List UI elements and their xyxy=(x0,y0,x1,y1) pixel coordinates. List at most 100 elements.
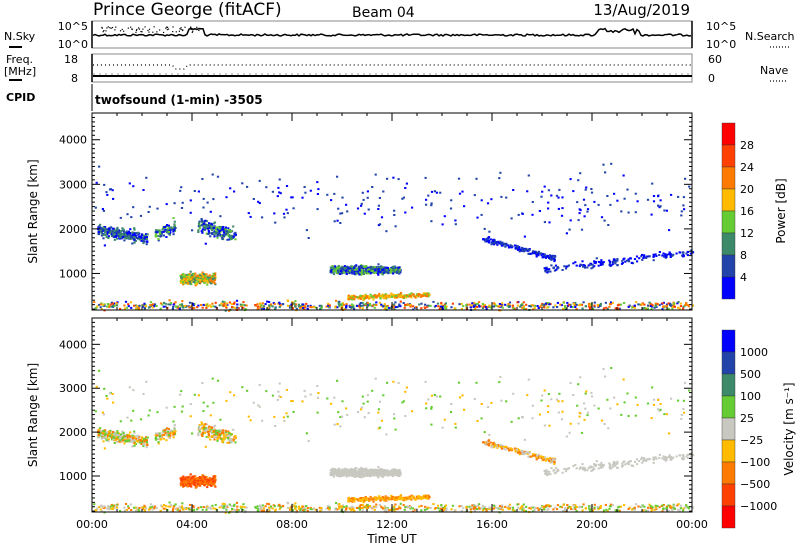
echo-point xyxy=(170,228,173,231)
echo-point xyxy=(211,275,214,278)
echo-point xyxy=(240,305,243,308)
echo-point xyxy=(207,230,211,233)
echo-point xyxy=(586,469,589,472)
echo-point xyxy=(378,223,382,226)
echo-point xyxy=(192,302,195,305)
echo-point xyxy=(620,210,623,213)
echo-point xyxy=(99,427,102,430)
echo-point xyxy=(405,294,408,297)
echo-point xyxy=(526,452,529,455)
echo-point xyxy=(142,189,145,191)
echo-point xyxy=(334,472,337,475)
y-tick-label: 3000 xyxy=(59,178,87,191)
echo-point xyxy=(501,306,504,309)
echo-point xyxy=(361,266,364,269)
echo-point xyxy=(227,437,230,439)
echo-point xyxy=(203,423,206,426)
echo-point xyxy=(643,303,646,306)
echo-point xyxy=(233,301,236,304)
echo-point xyxy=(172,433,175,436)
echo-point xyxy=(490,198,493,201)
echo-point xyxy=(490,243,493,246)
echo-point xyxy=(517,213,520,216)
echo-point xyxy=(404,211,407,214)
colorbar-segment xyxy=(721,232,736,256)
echo-point xyxy=(103,227,106,230)
echo-point xyxy=(142,240,145,242)
echo-point xyxy=(194,284,197,287)
echo-point xyxy=(542,456,545,458)
echo-point xyxy=(352,297,355,300)
echo-point xyxy=(162,434,165,436)
echo-point xyxy=(98,428,101,431)
echo-point xyxy=(594,261,597,263)
echo-point xyxy=(188,306,191,309)
echo-point xyxy=(335,471,338,473)
echo-point xyxy=(194,272,197,275)
echo-point xyxy=(427,496,430,499)
echo-point xyxy=(371,472,374,475)
echo-point xyxy=(123,239,126,242)
echo-point xyxy=(529,252,532,255)
echo-point xyxy=(395,268,398,271)
echo-point xyxy=(111,433,114,436)
echo-point xyxy=(108,435,111,438)
echo-point xyxy=(413,497,416,500)
echo-point xyxy=(373,306,376,309)
echo-point xyxy=(204,429,207,432)
nsearch-point xyxy=(141,31,143,33)
echo-point xyxy=(539,455,542,458)
echo-point xyxy=(169,228,172,231)
echo-point xyxy=(294,303,298,306)
echo-point xyxy=(230,234,233,237)
echo-point xyxy=(146,233,149,236)
echo-point xyxy=(130,216,133,219)
echo-point xyxy=(440,301,443,304)
echo-point xyxy=(363,472,366,475)
echo-point xyxy=(180,479,183,482)
colorbar-segment xyxy=(721,144,736,168)
echo-point xyxy=(125,436,129,439)
echo-point xyxy=(213,438,216,441)
echo-point xyxy=(167,224,170,227)
nsearch-point xyxy=(189,26,192,28)
echo-point xyxy=(135,437,138,440)
echo-point xyxy=(192,281,195,283)
echo-point xyxy=(626,188,629,191)
echo-point xyxy=(372,500,375,503)
nsearch-point xyxy=(167,28,170,30)
echo-point xyxy=(331,265,334,267)
echo-point xyxy=(187,478,190,481)
echo-point xyxy=(526,190,529,193)
echo-point xyxy=(212,280,215,283)
echo-point xyxy=(590,267,593,270)
echo-point xyxy=(149,301,152,304)
echo-point xyxy=(173,227,176,230)
echo-point xyxy=(649,305,652,307)
echo-point xyxy=(546,306,549,309)
echo-point xyxy=(361,469,364,472)
echo-point xyxy=(208,429,211,431)
echo-point xyxy=(206,479,209,481)
echo-point xyxy=(543,303,546,306)
echo-point xyxy=(366,272,369,275)
echo-point xyxy=(533,454,536,457)
echo-point xyxy=(383,268,386,270)
echo-point xyxy=(160,438,163,441)
echo-point xyxy=(616,259,619,262)
echo-point xyxy=(137,306,140,309)
echo-point xyxy=(123,307,126,310)
echo-point xyxy=(228,238,231,241)
echo-point xyxy=(234,233,237,236)
echo-point xyxy=(116,431,119,434)
echo-point xyxy=(394,225,397,228)
echo-point xyxy=(236,306,239,309)
echo-point xyxy=(688,185,691,188)
echo-point xyxy=(565,232,568,235)
echo-point xyxy=(380,469,383,472)
echo-point xyxy=(369,495,372,498)
echo-point xyxy=(155,230,158,233)
echo-point xyxy=(213,424,217,427)
echo-point xyxy=(593,265,596,268)
echo-point xyxy=(197,432,200,435)
